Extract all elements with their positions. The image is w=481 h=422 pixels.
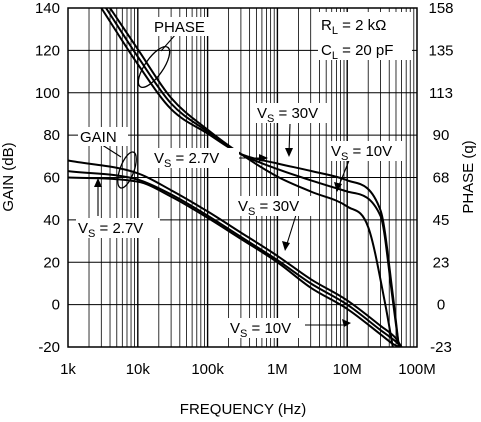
phase-label-leader bbox=[160, 33, 177, 52]
x-axis-title: FREQUENCY (Hz) bbox=[180, 401, 306, 418]
vs30-phase-arrow bbox=[285, 148, 293, 157]
svg-text:CL = 20 pF: CL = 20 pF bbox=[321, 42, 393, 62]
vs30-gain-label: VS = 30V bbox=[236, 196, 314, 218]
y2-tick-label: 158 bbox=[428, 0, 453, 17]
y-tick-label: 0 bbox=[52, 297, 60, 314]
phase-curve-5 bbox=[105, 8, 400, 347]
x-tick-label: 1k bbox=[60, 361, 76, 378]
svg-text:VS = 2.7V: VS = 2.7V bbox=[78, 220, 143, 240]
y-tick-label: 140 bbox=[35, 0, 60, 17]
y2-axis-title: PHASE (q) bbox=[460, 140, 477, 213]
y2-tick-label: -23 bbox=[430, 339, 452, 356]
svg-text:GAIN: GAIN bbox=[80, 129, 117, 146]
vs10-phase-arrow bbox=[334, 182, 342, 192]
y2-tick-label: 68 bbox=[433, 170, 450, 187]
phase-group-ellipse bbox=[137, 46, 171, 88]
vs30-gain-leader bbox=[285, 214, 297, 248]
series bbox=[68, 8, 403, 347]
grid bbox=[68, 8, 417, 347]
vs27-gain-arrow bbox=[94, 178, 102, 187]
y-tick-label: 40 bbox=[43, 212, 60, 229]
vs10-gain-arrow bbox=[342, 319, 351, 327]
x-tick-label: 1M bbox=[267, 361, 288, 378]
x-tick-label: 10M bbox=[333, 361, 362, 378]
svg-text:VS = 30V: VS = 30V bbox=[257, 105, 318, 125]
y-tick-label: 120 bbox=[35, 42, 60, 59]
x-tick-labels: 1k 10k 100k 1M 10M 100M bbox=[60, 361, 436, 378]
svg-text:PHASE: PHASE bbox=[154, 19, 205, 36]
x-tick-label: 100M bbox=[398, 361, 436, 378]
gain-curve-3 bbox=[68, 176, 400, 347]
svg-text:VS = 2.7V: VS = 2.7V bbox=[154, 150, 219, 170]
y-tick-label: -20 bbox=[38, 339, 60, 356]
y2-tick-label: 90 bbox=[433, 127, 450, 144]
svg-text:VS = 30V: VS = 30V bbox=[238, 198, 299, 218]
gain-group-ellipse bbox=[117, 151, 137, 189]
gain-label: GAIN bbox=[78, 127, 128, 146]
vs27-phase-label: VS = 2.7V bbox=[152, 148, 239, 170]
y2-tick-label: 0 bbox=[437, 297, 445, 314]
y2-tick-labels: -23 0 23 45 68 90 113 135 158 bbox=[428, 0, 453, 356]
svg-text:VS = 10V: VS = 10V bbox=[331, 143, 392, 163]
y2-tick-label: 113 bbox=[429, 85, 453, 102]
x-tick-label: 10k bbox=[126, 361, 151, 378]
y-tick-label: 20 bbox=[43, 254, 60, 271]
vs10-phase-leader bbox=[337, 157, 351, 189]
phase-curve-6 bbox=[109, 8, 394, 347]
y2-tick-label: 45 bbox=[433, 212, 450, 229]
vs30-phase-label: VS = 30V bbox=[255, 103, 330, 125]
y-axis-title: GAIN (dB) bbox=[0, 142, 17, 211]
vs27-phase-arrow bbox=[259, 154, 268, 162]
y-tick-label: 80 bbox=[43, 127, 60, 144]
vs27-gain-label: VS = 2.7V bbox=[76, 218, 160, 240]
y-tick-label: 60 bbox=[43, 170, 60, 187]
series-curves bbox=[68, 8, 403, 347]
gain-curve-2 bbox=[68, 170, 403, 347]
vs30-gain-arrow bbox=[282, 241, 290, 251]
y-tick-labels: -20 0 20 40 60 80 100 120 140 bbox=[35, 0, 60, 356]
svg-text:VS = 10V: VS = 10V bbox=[230, 320, 291, 340]
vs10-gain-label: VS = 10V bbox=[228, 318, 305, 340]
svg-text:RL = 2 kΩ: RL = 2 kΩ bbox=[321, 17, 386, 37]
phase-label: PHASE bbox=[152, 17, 215, 36]
vs10-phase-label: VS = 10V bbox=[329, 141, 405, 163]
gain-curve-1 bbox=[68, 159, 403, 347]
load-conditions: RL = 2 kΩ CL = 20 pF bbox=[318, 12, 412, 62]
x-tick-label: 100k bbox=[191, 361, 224, 378]
y2-tick-label: 23 bbox=[433, 254, 450, 271]
y-tick-label: 100 bbox=[35, 85, 60, 102]
y2-tick-label: 135 bbox=[428, 42, 453, 59]
